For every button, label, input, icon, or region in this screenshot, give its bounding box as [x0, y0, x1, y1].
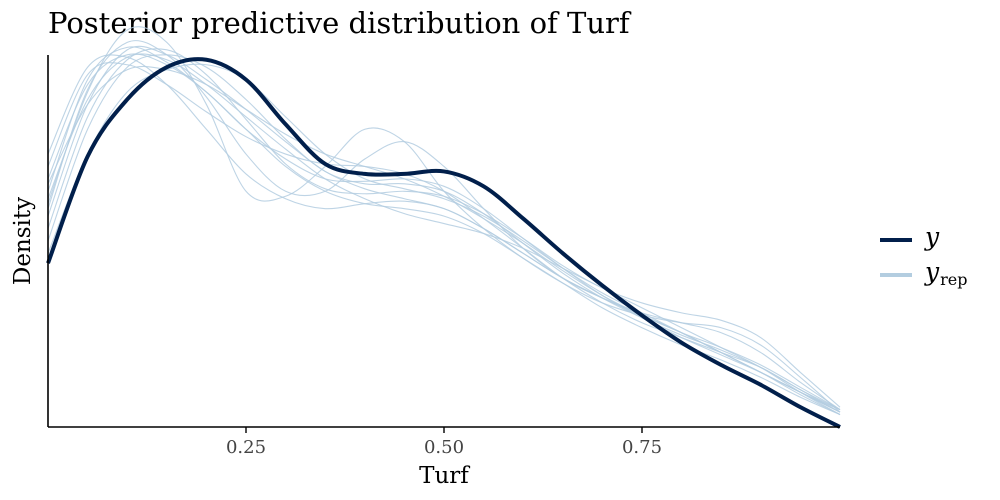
yrep-lines-group	[47, 26, 841, 416]
yrep-line-1	[47, 26, 841, 413]
yrep-line-6	[47, 53, 841, 413]
chart-title: Posterior predictive distribution of Tur…	[48, 6, 632, 40]
yrep-line-12	[47, 65, 841, 411]
yrep-line-10	[47, 53, 841, 416]
y-line-group	[46, 57, 841, 429]
yrep-line-7	[47, 48, 841, 408]
yrep-line-11	[47, 40, 841, 411]
yrep-line-4	[47, 54, 841, 416]
x-ticks-group: 0.25 0.50 0.75	[226, 427, 662, 458]
legend-label-yrep: yrep	[924, 257, 967, 289]
yrep-line-5	[47, 63, 841, 411]
x-tick-label: 0.50	[424, 437, 464, 458]
yrep-line-9	[47, 54, 841, 411]
legend: y yrep	[880, 222, 967, 289]
x-tick-label: 0.25	[226, 437, 266, 458]
legend-label-y: y	[924, 222, 940, 251]
x-tick-label: 0.75	[622, 437, 662, 458]
x-axis-label: Turf	[419, 463, 470, 489]
y-observed-line	[46, 57, 841, 429]
y-axis-label: Density	[10, 197, 36, 285]
yrep-line-2	[47, 46, 841, 416]
yrep-line-3	[47, 45, 841, 413]
